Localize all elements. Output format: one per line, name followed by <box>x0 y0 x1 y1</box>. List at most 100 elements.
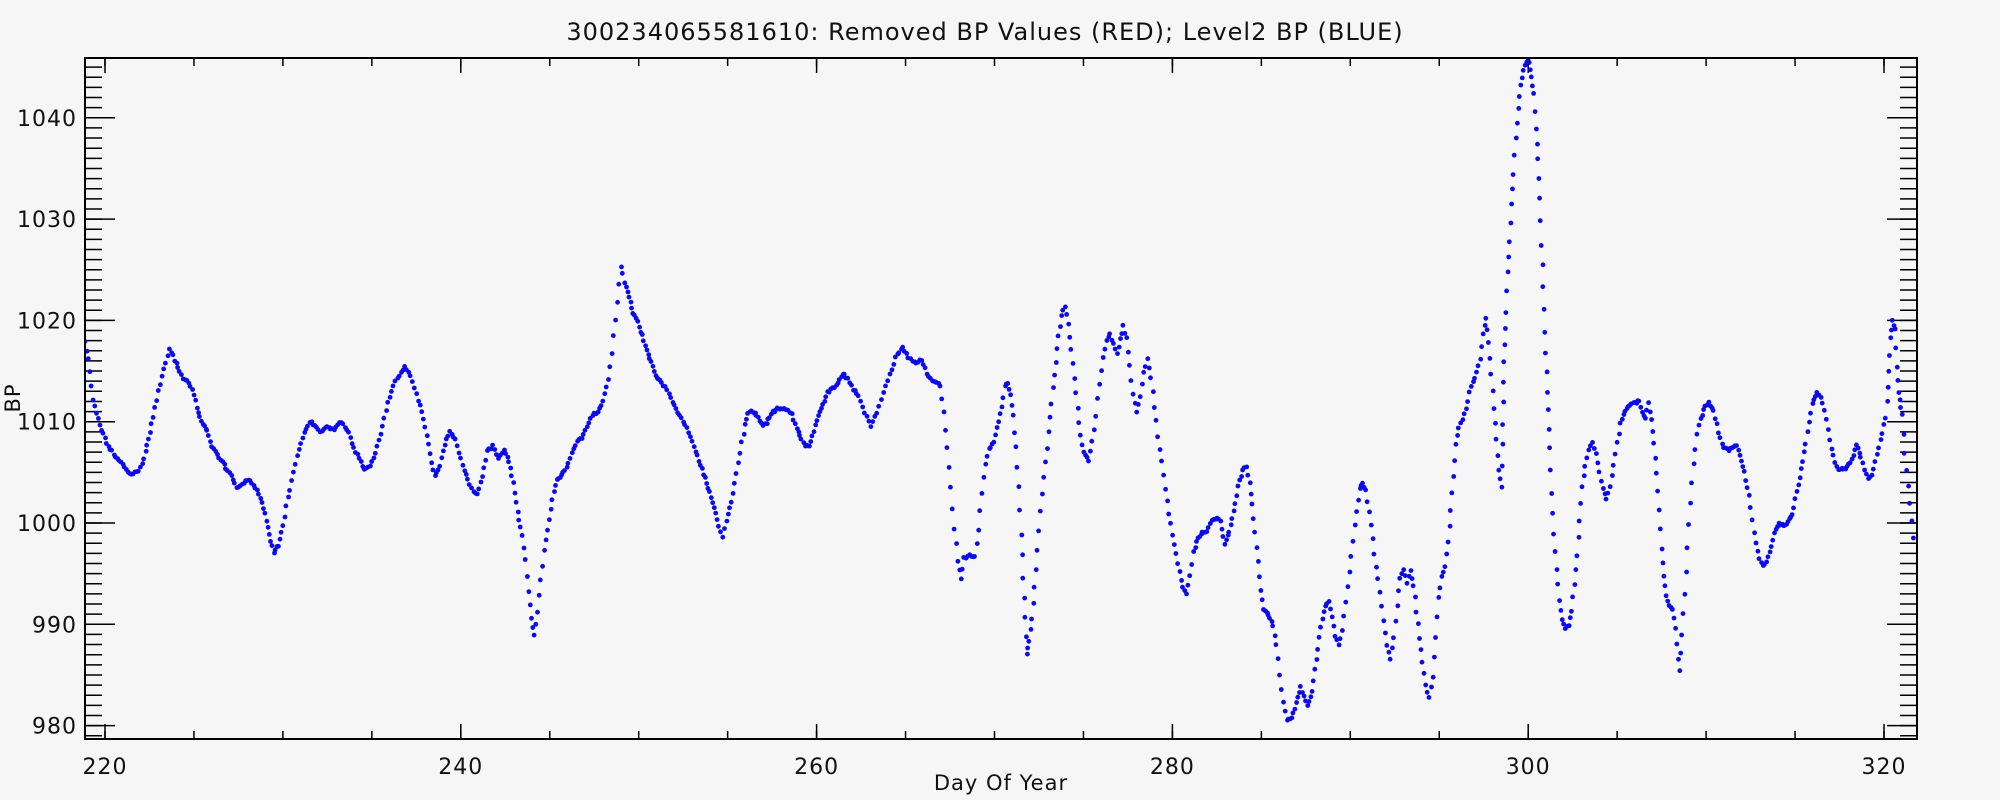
data-point <box>292 461 298 467</box>
data-point <box>140 461 146 467</box>
data-point <box>792 421 798 427</box>
data-point <box>1452 458 1458 464</box>
data-point <box>1444 551 1450 557</box>
data-point <box>1499 484 1505 490</box>
data-point <box>1607 484 1613 490</box>
data-point <box>1482 323 1488 328</box>
data-point <box>1086 458 1091 464</box>
data-point <box>977 508 983 514</box>
data-point <box>1418 647 1424 652</box>
data-point <box>1239 474 1244 479</box>
data-point <box>1886 368 1892 374</box>
data-point <box>1461 411 1467 417</box>
data-point <box>1906 483 1911 489</box>
data-point <box>1497 476 1503 482</box>
data-point <box>1617 431 1622 437</box>
data-point <box>1510 172 1516 178</box>
axis-tick-labels: 220 240 260 280 300 320 980 990 1000 1010 1020 1030… <box>17 107 1906 780</box>
data-point <box>1904 468 1910 473</box>
data-point <box>298 441 303 446</box>
data-point <box>1755 548 1761 554</box>
data-point <box>460 462 466 468</box>
data-point <box>1052 372 1057 378</box>
data-point <box>1677 668 1683 674</box>
data-point <box>731 480 737 486</box>
data-point <box>1111 341 1116 346</box>
data-point <box>1354 509 1359 514</box>
data-point <box>1500 441 1506 447</box>
data-point <box>1480 331 1486 337</box>
data-point <box>1869 472 1875 478</box>
data-point <box>1798 466 1804 471</box>
data-point <box>1617 420 1623 426</box>
data-point <box>718 529 723 535</box>
data-point <box>1493 436 1499 442</box>
data-point <box>1901 450 1907 456</box>
data-point <box>713 510 719 516</box>
data-point <box>1898 405 1903 410</box>
data-point <box>1142 364 1148 369</box>
data-point <box>1124 335 1130 341</box>
data-point <box>1064 312 1069 317</box>
data-point <box>730 491 736 496</box>
data-point <box>755 414 761 420</box>
data-point <box>100 430 106 436</box>
data-point <box>668 395 674 400</box>
data-point <box>1503 326 1508 331</box>
data-point <box>1237 477 1243 483</box>
plot-box-frame <box>84 57 1918 740</box>
data-point <box>1301 693 1307 699</box>
data-point <box>1437 585 1443 591</box>
data-point <box>269 543 275 548</box>
data-point <box>635 318 641 324</box>
data-point <box>417 402 423 408</box>
data-point <box>1736 447 1742 453</box>
y-tick-label: 1040 <box>17 107 77 132</box>
data-point <box>1896 390 1902 395</box>
data-point <box>492 447 498 452</box>
data-point <box>1148 375 1153 381</box>
data-point <box>1581 473 1587 479</box>
data-point <box>1653 455 1659 461</box>
data-point <box>261 506 266 511</box>
data-point <box>389 389 394 394</box>
data-point <box>1596 469 1602 475</box>
data-point <box>1546 427 1552 432</box>
data-point <box>1348 554 1354 559</box>
data-point <box>1576 534 1582 540</box>
data-point <box>1433 635 1438 640</box>
data-point <box>1659 546 1665 552</box>
data-point <box>1484 327 1490 333</box>
data-point <box>1465 399 1470 404</box>
data-point <box>1893 345 1899 351</box>
data-point <box>1744 485 1750 491</box>
data-point <box>900 344 906 350</box>
data-point <box>1559 617 1565 623</box>
data-point <box>689 438 695 444</box>
data-point <box>384 408 389 413</box>
data-point <box>1329 614 1335 620</box>
data-point <box>480 474 485 479</box>
data-point <box>1830 452 1836 458</box>
data-point <box>1423 682 1429 688</box>
data-point <box>686 430 692 436</box>
data-point <box>1504 288 1509 294</box>
data-point <box>1155 434 1160 440</box>
data-point <box>883 383 888 389</box>
data-point <box>972 554 977 559</box>
data-point <box>1864 471 1869 477</box>
data-point <box>1022 614 1028 620</box>
data-point <box>1756 556 1762 562</box>
data-point <box>531 632 537 638</box>
data-point <box>1374 564 1379 570</box>
data-point <box>1493 420 1498 426</box>
data-point <box>1907 500 1912 506</box>
data-point <box>764 421 770 427</box>
data-point <box>688 434 693 440</box>
data-point <box>1447 523 1453 529</box>
data-point <box>1416 621 1421 627</box>
data-point <box>1542 329 1548 335</box>
data-point <box>738 439 744 445</box>
data-point <box>1689 480 1694 486</box>
data-point <box>887 371 893 377</box>
